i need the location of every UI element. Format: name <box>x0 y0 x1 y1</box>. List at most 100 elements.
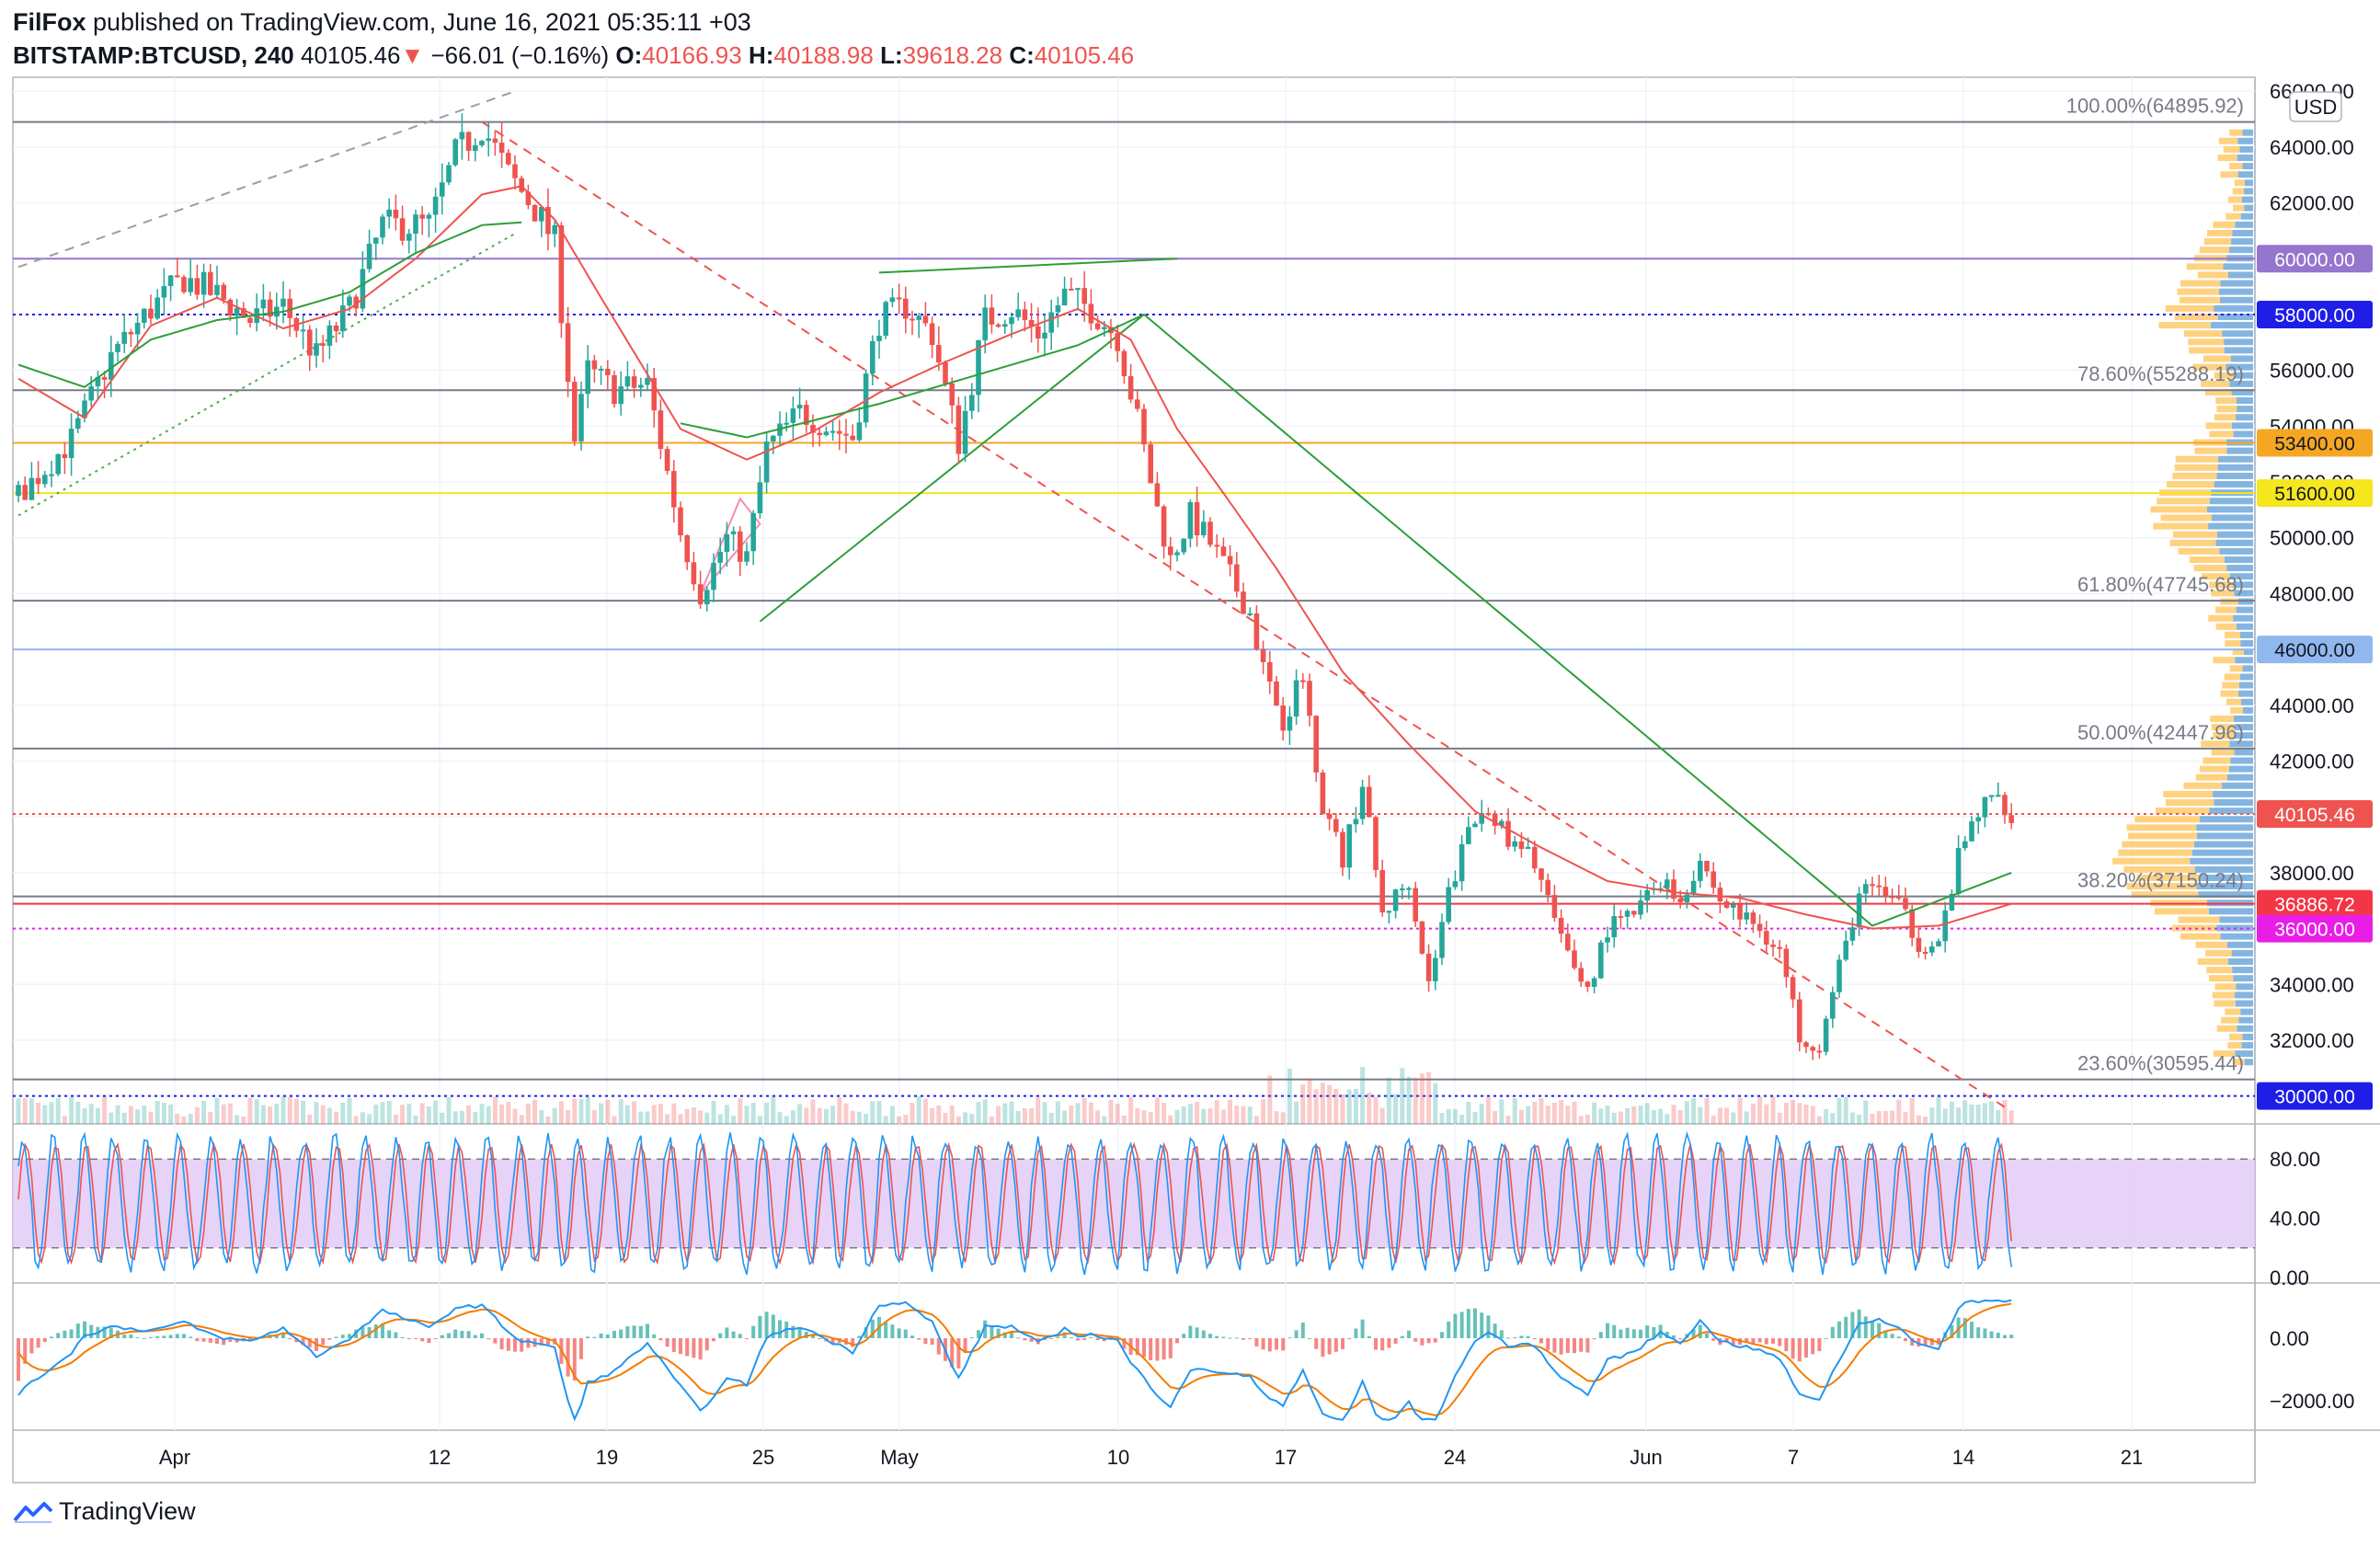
candle <box>624 376 631 387</box>
profile-bar <box>2226 363 2253 371</box>
volume-bar <box>870 1101 875 1124</box>
macd-histogram-bar <box>1420 1338 1425 1346</box>
macd-histogram-bar <box>162 1335 166 1338</box>
candle <box>678 507 683 536</box>
tradingview-brand[interactable]: TradingView <box>59 1497 196 1525</box>
macd-histogram-bar <box>321 1338 326 1346</box>
profile-bar <box>2131 891 2199 899</box>
macd-histogram-bar <box>1850 1312 1855 1338</box>
volume-bar <box>1320 1083 1325 1124</box>
macd-histogram-bar <box>1559 1338 1563 1355</box>
price-tick-label: 32000.00 <box>2270 1029 2354 1052</box>
macd-histogram-bar <box>1234 1337 1239 1339</box>
volume-bar <box>406 1104 412 1124</box>
volume-bar <box>16 1098 21 1124</box>
volume-bar <box>1691 1098 1697 1124</box>
macd-histogram-bar <box>1281 1338 1286 1351</box>
profile-bar <box>2209 430 2234 438</box>
profile-bar <box>2240 212 2253 220</box>
candle <box>75 418 81 430</box>
macd-histogram-bar <box>1929 1338 1934 1346</box>
macd-histogram-bar <box>1499 1330 1504 1338</box>
candle <box>419 214 425 219</box>
candle <box>1644 889 1650 901</box>
time-tick-label: 14 <box>1952 1446 1974 1469</box>
candle <box>1194 501 1200 535</box>
profile-bar <box>2224 673 2240 681</box>
candle <box>161 286 167 298</box>
volume-bar <box>1585 1114 1590 1124</box>
profile-bar <box>2212 991 2236 999</box>
volume-bar <box>1797 1103 1802 1124</box>
profile-bar <box>2232 648 2244 656</box>
fib-level-label: 38.20%(37150.24) <box>2077 869 2244 892</box>
profile-bar <box>2224 556 2253 563</box>
macd-histogram-bar <box>447 1333 451 1338</box>
candle <box>618 386 624 405</box>
volume-bar <box>1724 1107 1730 1124</box>
volume-bar <box>1539 1098 1544 1124</box>
macd-histogram-bar <box>1095 1338 1100 1341</box>
volume-bar <box>777 1112 783 1124</box>
volume-bar <box>930 1107 935 1124</box>
volume-bar <box>1791 1099 1796 1124</box>
volume-bar <box>287 1096 292 1124</box>
time-tick-label: 17 <box>1275 1446 1297 1469</box>
profile-bar <box>2232 229 2253 236</box>
profile-bar <box>2177 288 2219 295</box>
volume-bar <box>121 1112 127 1124</box>
candle <box>1161 506 1167 547</box>
macd-histogram-bar <box>1215 1335 1219 1338</box>
volume-bar <box>1658 1108 1664 1124</box>
volume-bar <box>1353 1088 1358 1124</box>
candle <box>969 395 975 411</box>
candle <box>121 331 127 344</box>
candle <box>1379 869 1385 912</box>
volume-bar <box>1367 1092 1372 1124</box>
profile-bar <box>2232 967 2253 974</box>
candle <box>1227 556 1233 565</box>
macd-histogram-bar <box>936 1338 941 1355</box>
candle <box>955 405 962 454</box>
macd-histogram-bar <box>493 1338 498 1344</box>
profile-bar <box>2178 916 2220 923</box>
currency-button-box[interactable] <box>2289 91 2342 122</box>
candle <box>134 322 141 335</box>
volume-bar <box>1890 1110 1895 1124</box>
macd-histogram-bar <box>1983 1328 1987 1338</box>
profile-bar <box>2236 623 2253 630</box>
macd-histogram-bar <box>1890 1334 1894 1338</box>
candle <box>62 453 68 459</box>
time-axis[interactable]: Apr 12 19 25 May 10 17 24 Jun 7 14 21 <box>159 1446 2143 1469</box>
volume-bar <box>1181 1106 1186 1124</box>
macd-histogram-bar <box>857 1335 862 1338</box>
price-tick-label: 44000.00 <box>2270 694 2354 717</box>
volume-bar <box>1433 1083 1438 1124</box>
profile-bar <box>2236 372 2253 379</box>
profile-bar <box>2242 706 2253 714</box>
volume-bar <box>897 1116 902 1124</box>
profile-bar <box>2243 188 2253 195</box>
volume-bar <box>1400 1068 1405 1124</box>
volume-bar <box>254 1099 259 1124</box>
candle <box>796 405 803 409</box>
profile-bar <box>2134 816 2201 823</box>
macd-histogram-bar <box>903 1329 908 1338</box>
volume-bar <box>1863 1100 1869 1124</box>
volume-bar <box>645 1111 650 1124</box>
profile-bar <box>2209 808 2253 815</box>
candle <box>1479 813 1484 824</box>
profile-bar <box>2223 263 2253 270</box>
macd-histogram-bar <box>1275 1338 1278 1350</box>
price-axis[interactable]: 66000.0064000.0062000.0060000.0058000.00… <box>2270 80 2354 1413</box>
volume-bar <box>1220 1109 1226 1124</box>
volume-bar <box>1485 1096 1491 1124</box>
publisher-name[interactable]: FilFox <box>13 8 86 36</box>
macd-histogram-bar <box>155 1335 160 1338</box>
macd-histogram-bar <box>1871 1320 1874 1338</box>
volume-bar <box>1770 1096 1776 1124</box>
macd-histogram-bar <box>1863 1316 1868 1338</box>
volume-bar <box>1969 1104 1974 1124</box>
currency-button[interactable]: USD <box>2289 91 2342 122</box>
